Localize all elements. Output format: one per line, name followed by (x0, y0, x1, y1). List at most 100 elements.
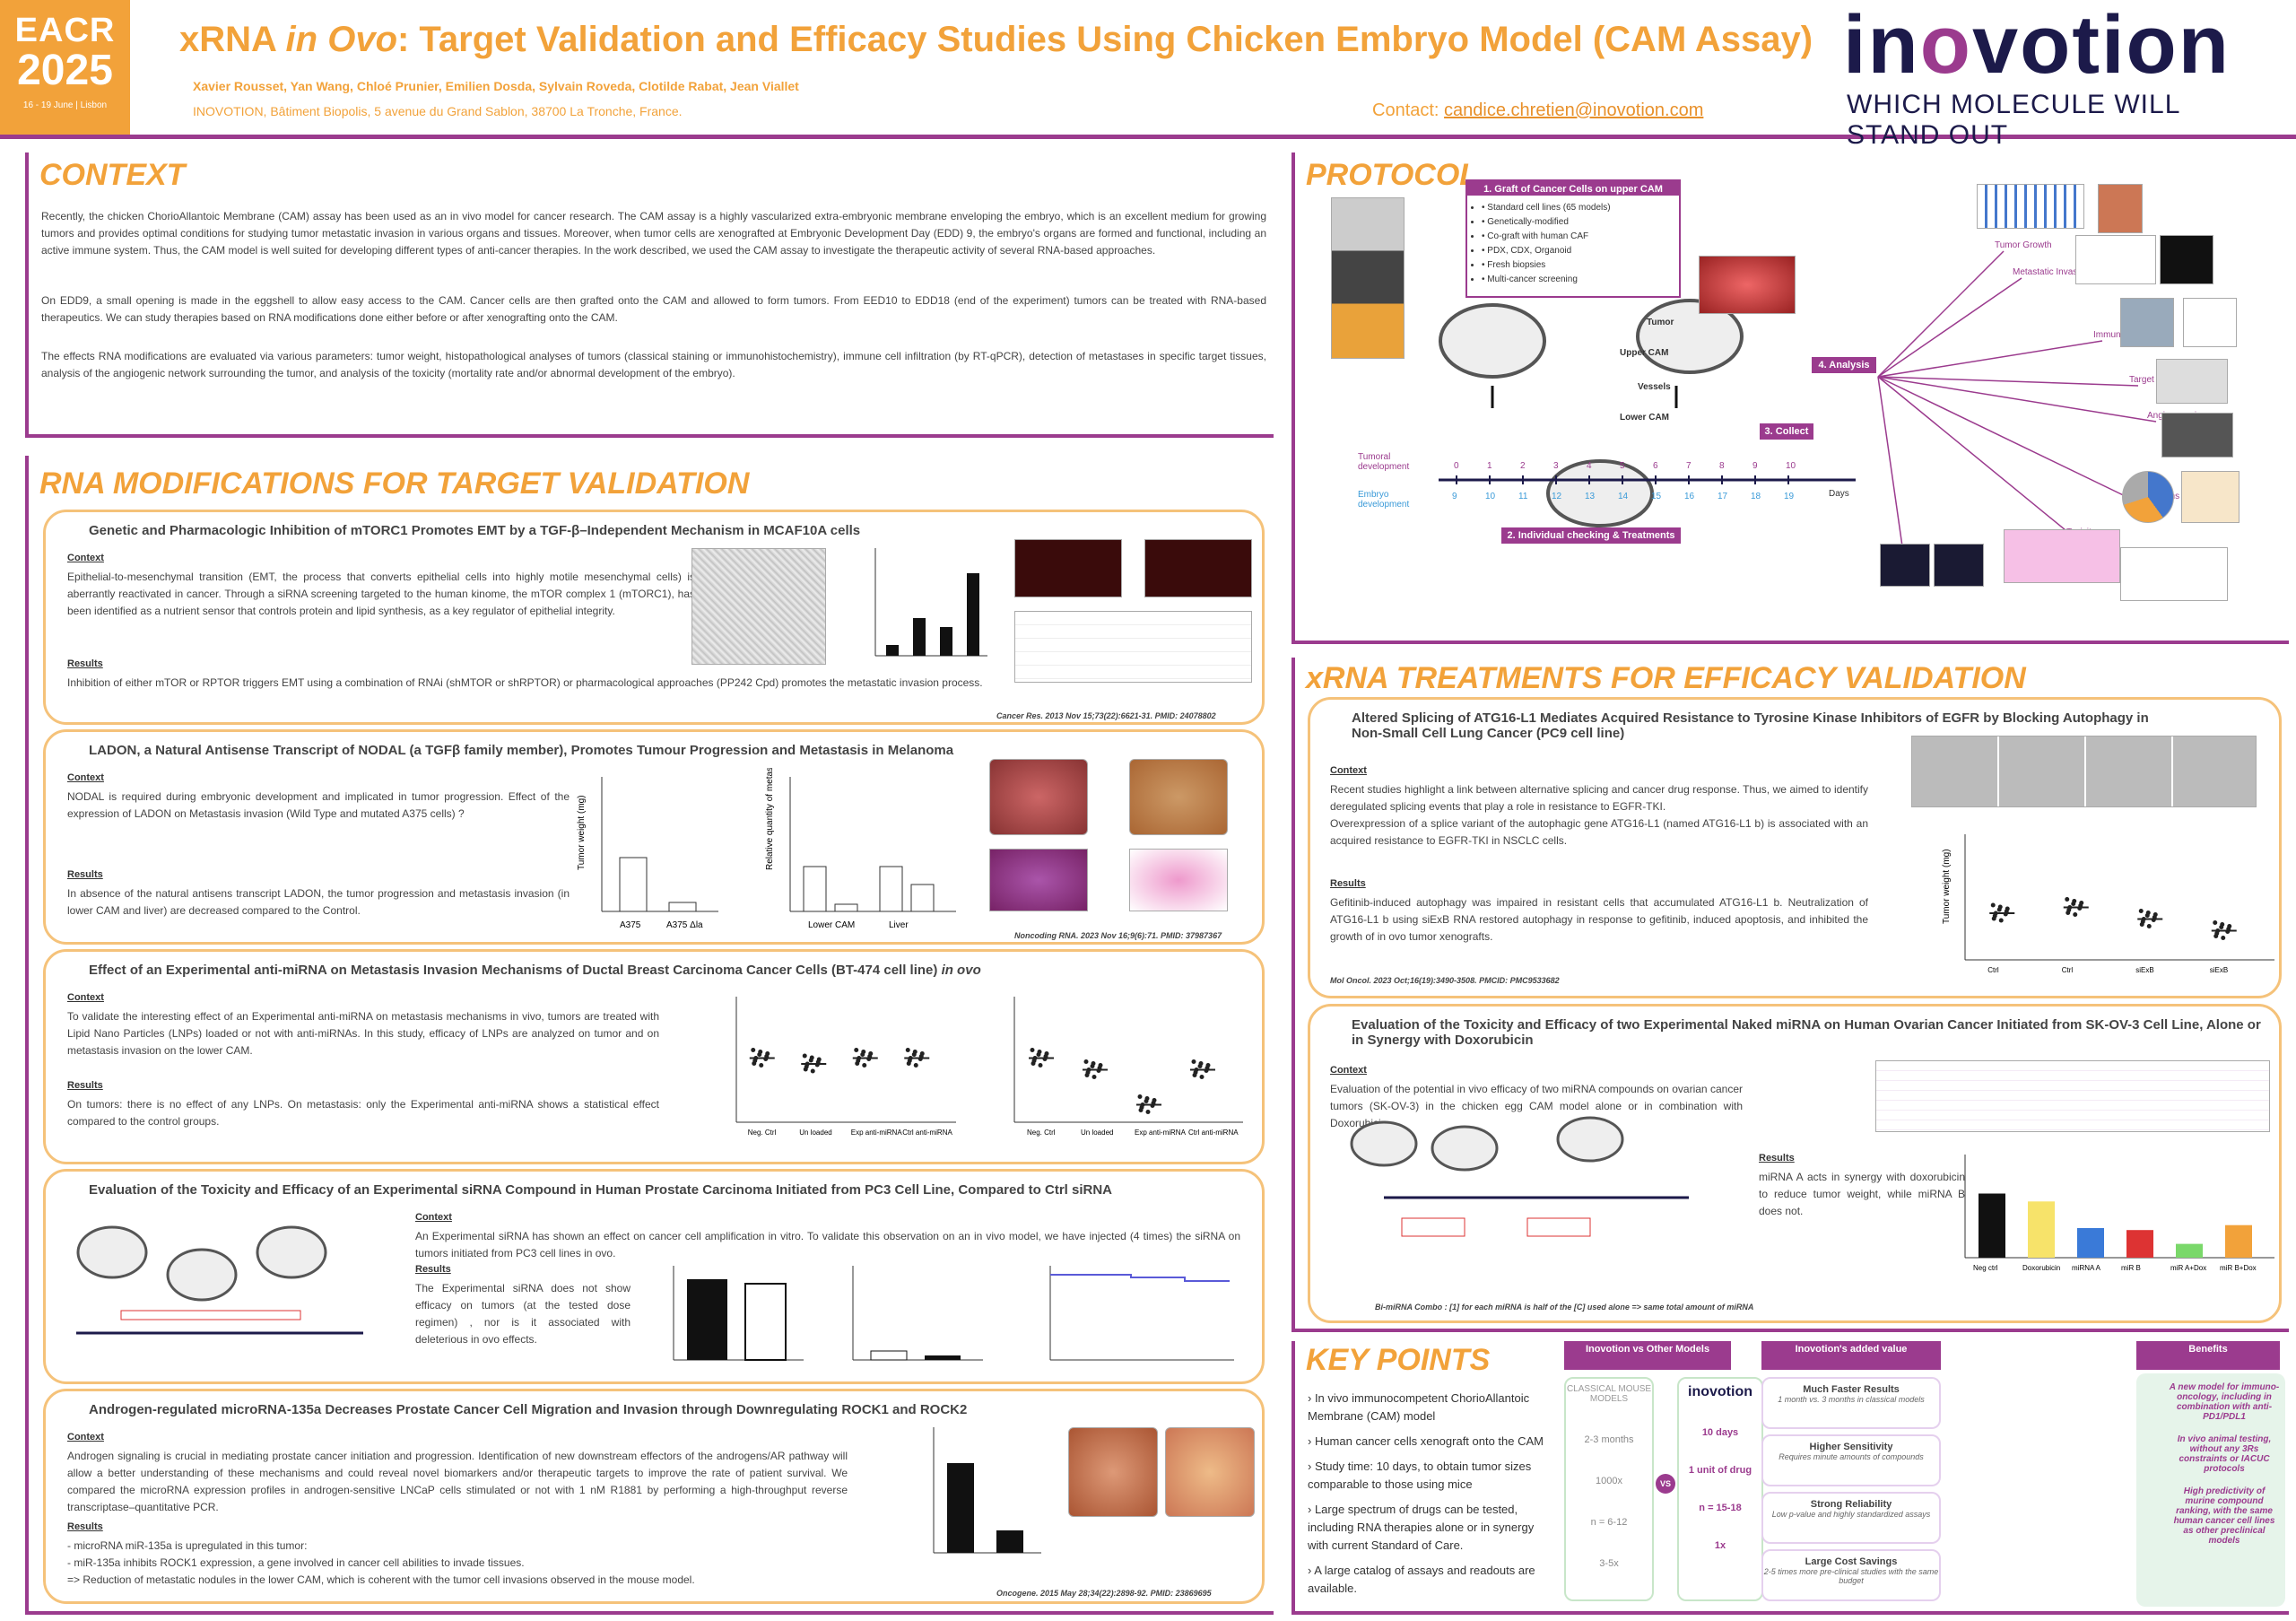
data-point (905, 1048, 910, 1052)
data-point (1145, 1110, 1151, 1114)
context-heading: CONTEXT (39, 158, 186, 192)
analysis-ray (1877, 340, 2103, 378)
protocol-diagram (1439, 299, 1744, 527)
sirna-toxicity-chart (852, 1266, 983, 1361)
data-point (2213, 920, 2218, 925)
graft-list: • Standard cell lines (65 models)• Genet… (1482, 201, 1611, 287)
timeline-day-label: 3 (1553, 461, 1559, 471)
data-point (1997, 904, 2003, 910)
cam-tumor-photo-2 (1129, 759, 1228, 835)
benefit-item: High predictivity of murine compound ran… (2173, 1486, 2275, 1546)
data-point (2073, 912, 2078, 917)
poster-header: EACR 2025 16 - 19 June | Lisbon xRNA in … (0, 0, 2296, 150)
x-tick-label: miRNA A (2072, 1264, 2101, 1272)
x-tick-label: miR B+Dox (2220, 1264, 2257, 1272)
data-point (810, 1068, 815, 1074)
timeline-day-label: 6 (1653, 461, 1658, 471)
readout-label: Tumor Growth (1995, 240, 2052, 250)
data-point (2145, 911, 2151, 915)
data-point (1137, 1094, 1143, 1099)
protocol-timeline: 0 9 1 10 2 11 3 12 4 13 5 14 6 15 7 16 8 17 9 18 10 19 (1439, 461, 1856, 501)
ladon-y2-axis-label: Relative quantity of metastasis (765, 768, 775, 870)
added-value-item: Strong Reliability Low p-value and highly… (1761, 1492, 1941, 1544)
ladon-metastasis-chart: Relative quantity of metastasis Lower CAM… (765, 768, 956, 930)
x-tick-label: Neg. Ctrl (748, 1129, 777, 1137)
added-value-desc: Low p-value and highly standardized assa… (1771, 1510, 1931, 1519)
ovarian-protocol-diagram (1350, 1116, 1689, 1237)
x-tick-label: Ctrl (1987, 966, 1999, 974)
mouse-metric: n = 6-12 (1590, 1517, 1628, 1528)
timeline-edd-label: 17 (1718, 492, 1728, 501)
key-points-heading: KEY POINTS (1306, 1343, 1491, 1377)
readout-western (2156, 359, 2228, 404)
data-point (1083, 1059, 1089, 1064)
bar (2077, 1228, 2104, 1258)
tumor-photo (1699, 256, 1796, 314)
ladon-y-axis-label: Tumor weight (mg) (577, 795, 587, 870)
analysis-ray (1877, 277, 2022, 378)
analysis-ray (1877, 376, 2157, 423)
timeline-edd-label: 14 (1618, 492, 1629, 501)
x-tick-label: Doxorubicin (2022, 1264, 2060, 1272)
study-box-mir135a: Androgen-regulated microRNA-135a Decreas… (43, 1389, 1265, 1604)
data-point (2138, 909, 2144, 913)
rna-modifications-section: RNA MODIFICATIONS FOR TARGET VALIDATION … (25, 456, 1274, 1615)
data-point (861, 1050, 866, 1054)
data-point (862, 1063, 867, 1068)
added-value-title: Higher Sensitivity (1809, 1442, 1893, 1452)
histology-photo-2 (1129, 849, 1228, 911)
study-box-ovarian-mirna: Evaluation of the Toxicity and Efficacy … (1308, 1004, 2282, 1323)
data-point (1091, 1061, 1096, 1066)
timeline-day-label: 0 (1454, 461, 1459, 471)
inovotion-metric: n = 15-18 (1699, 1503, 1742, 1513)
study-box-sirna-pc3: Evaluation of the Toxicity and Efficacy … (43, 1169, 1265, 1384)
added-value-item: Large Cost Savings 2-5 times more pre-cli… (1761, 1549, 1941, 1601)
xrna-treatments-section: xRNA TREATMENTS FOR EFFICACY VALIDATION … (1292, 658, 2289, 1332)
readout-ihc-image (2120, 298, 2174, 347)
data-point (854, 1048, 859, 1052)
timeline-day-label: 10 (1786, 461, 1796, 471)
contact-email-link[interactable]: candice.chretien@inovotion.com (1444, 100, 1704, 120)
key-point-item: › Study time: 10 days, to obtain tumor s… (1308, 1460, 1532, 1491)
timeline-edd-label: 19 (1784, 492, 1795, 501)
study-box-mtorc1: Genetic and Pharmacologic Inhibition of … (43, 510, 1265, 725)
readout-toxicity-images (2004, 529, 2120, 583)
added-value-title: Much Faster Results (1803, 1384, 1900, 1395)
benefits-panel: A new model for immuno-oncology, includi… (2136, 1373, 2285, 1607)
col-vs-header: Inovotion vs Other Models (1564, 1341, 1731, 1370)
timeline-day-label: 4 (1587, 461, 1592, 471)
data-point (2072, 899, 2077, 903)
x-tick-label: siExB (2210, 966, 2228, 974)
bar (2126, 1230, 2153, 1258)
vs-badge: VS (1656, 1474, 1675, 1494)
added-value-item: Much Faster Results 1 month vs. 3 months … (1761, 1377, 1941, 1429)
data-point (2221, 936, 2226, 940)
timeline-day-label: 7 (1686, 461, 1692, 471)
study-box-atg16l1: Altered Splicing of ATG16-L1 Mediates Ac… (1308, 697, 2282, 998)
mouse-models-tile: CLASSICAL MOUSE MODELS 2-3 months 1000x n =… (1564, 1377, 1654, 1601)
graft-item: • Multi-cancer screening (1482, 273, 1611, 287)
readout-photo-orange (2098, 184, 2143, 233)
fluorescence-image-2 (1144, 539, 1252, 597)
atg16l1-tumor-weight-chart: Ctrl Ctrl siExB siExB Tumor weight (mg) (1942, 834, 2274, 974)
eacr-logo: EACR 2025 16 - 19 June | Lisbon (0, 0, 130, 135)
data-point (1205, 1063, 1211, 1068)
key-points-section: KEY POINTS › In vivo immunocompetent Cho… (1292, 1341, 2289, 1615)
timeline-edd-label: 9 (1452, 492, 1457, 501)
timeline-edd-label: 10 (1485, 492, 1496, 501)
readout-mechanism-chart (2181, 471, 2239, 523)
mouse-metric: 1000x (1596, 1476, 1622, 1486)
mouse-metric: 2-3 months (1584, 1434, 1634, 1445)
protocol-heading: PROTOCOL (1306, 158, 1479, 192)
timeline-edd-label: 15 (1651, 492, 1662, 501)
histology-photo-1 (989, 849, 1088, 911)
benefit-item: In vivo animal testing, without any 3Rs … (2177, 1434, 2272, 1474)
fluorescence-image-1 (1014, 539, 1122, 597)
data-point (1191, 1059, 1196, 1064)
inovotion-metric: 1 unit of drug (1688, 1465, 1752, 1476)
data-point (868, 1051, 874, 1056)
timeline-day-label: 8 (1719, 461, 1725, 471)
context-p2: On EDD9, a small opening is made in the … (41, 294, 1266, 324)
study-box-ladon: LADON, a Natural Antisense Transcript of… (43, 729, 1265, 945)
x-tick-label: Un loaded (1081, 1129, 1113, 1137)
